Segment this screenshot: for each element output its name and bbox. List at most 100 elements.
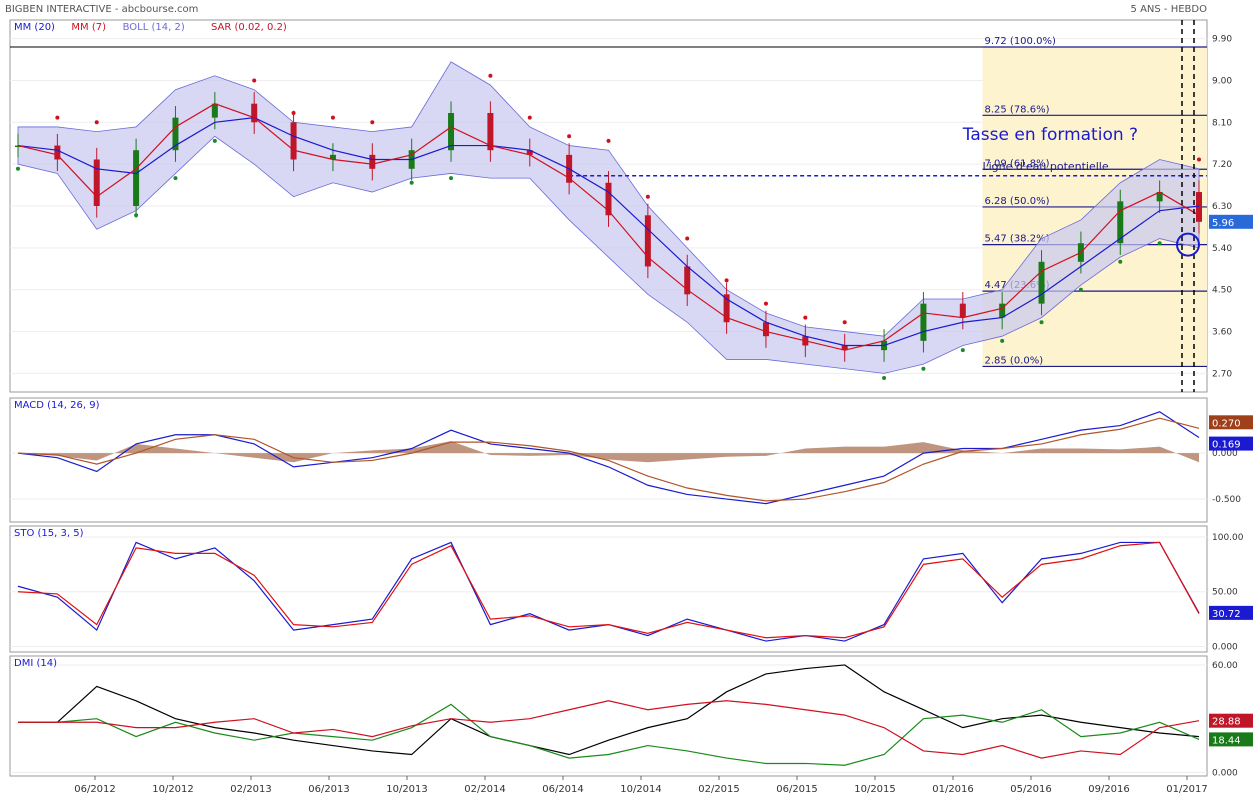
ma7-line: [17, 103, 1200, 351]
x-tick-label: 10/2014: [620, 784, 662, 795]
candle-body: [1196, 192, 1202, 222]
legend-entry: STO (15, 3, 5): [14, 528, 84, 539]
sar-dot: [842, 320, 847, 325]
sar-dot: [488, 73, 493, 78]
dmi-panel: 60.00 0.000 DMI (14) 28.88 18.44: [9, 655, 1253, 778]
x-tick-label: 02/2015: [698, 784, 740, 795]
macd-histogram: [18, 441, 1199, 463]
y-tick-label: 60.00: [1212, 661, 1238, 671]
x-tick-label: 10/2015: [854, 784, 896, 795]
sar-dot: [173, 176, 178, 181]
legend-entry: BOLL (14, 2): [123, 22, 185, 33]
fibonacci-label: 5.47 (38.2%): [984, 234, 1049, 245]
sar-dot: [567, 134, 572, 139]
candle-body: [959, 303, 966, 318]
x-tick-label: 01/2016: [932, 784, 974, 795]
y-tick-label: 0.000: [1212, 449, 1238, 459]
candle-body: [1117, 201, 1124, 244]
candle-body: [526, 150, 533, 155]
chart-title: BIGBEN INTERACTIVE - abcbourse.com: [5, 4, 198, 15]
sar-dot: [1078, 287, 1083, 292]
x-tick-label: 10/2012: [152, 784, 194, 795]
x-tick-label: 10/2013: [386, 784, 428, 795]
sar-dot: [252, 78, 257, 83]
candle-body: [369, 154, 376, 169]
last-price-label: 5.96: [1212, 218, 1234, 229]
y-tick-label: 6.30: [1212, 202, 1232, 212]
candle-body: [448, 113, 455, 151]
y-tick-label: 8.10: [1212, 118, 1232, 128]
sar-dot: [55, 115, 60, 120]
last-value-label: 18.44: [1212, 735, 1241, 746]
price-panel: 9.90 9.00 8.10 7.20 6.30 5.40 4.50 3.60 2.70 MM (…: [9, 19, 1253, 393]
sar-dot: [1197, 157, 1201, 162]
candle-body: [54, 145, 61, 160]
fibonacci-label: 8.25 (78.6%): [984, 104, 1049, 115]
candle-body: [251, 103, 258, 123]
fibonacci-label: 9.72 (100.0%): [984, 36, 1055, 47]
candle-body: [762, 322, 769, 337]
candle-body: [1156, 192, 1163, 202]
last-value-badge: [1209, 732, 1253, 747]
candle-body: [329, 154, 336, 160]
sar-dot: [94, 120, 99, 125]
sar-dot: [16, 166, 20, 171]
series-line--d: [17, 541, 1200, 639]
last-value-label: 28.88: [1212, 717, 1241, 728]
y-tick-label: 5.40: [1212, 244, 1232, 254]
y-tick-label: 2.70: [1212, 369, 1232, 379]
ma20-line: [17, 117, 1200, 347]
last-price-badge: [1209, 214, 1253, 229]
last-value-badge: [1209, 605, 1253, 620]
y-tick-label: 100.00: [1212, 533, 1244, 543]
x-tick-label: 06/2013: [308, 784, 350, 795]
sar-dot: [606, 138, 611, 143]
candle-body: [211, 103, 218, 118]
x-tick-label: 02/2013: [230, 784, 272, 795]
x-tick-label: 01/2017: [1166, 784, 1208, 795]
sar-dot: [685, 236, 690, 241]
sar-dot: [409, 180, 414, 185]
legend-entry: MM (7): [71, 22, 106, 33]
candle-body: [841, 345, 848, 351]
candle-body: [920, 303, 927, 341]
panel-frame: [9, 525, 1208, 653]
sar-dot: [527, 115, 532, 120]
sar-dot: [212, 138, 217, 143]
x-axis: 06/2012 10/2012 02/2013 06/2013 10/2013 02/20…: [74, 776, 1208, 795]
candle-body: [487, 113, 494, 151]
stochastic-panel: 100.00 50.00 0.000 STO (15, 3, 5) 30.72: [9, 525, 1253, 653]
legend-entry: MACD (14, 26, 9): [14, 400, 100, 411]
y-tick-label: 3.60: [1212, 328, 1232, 338]
candle-body: [172, 117, 179, 151]
legend-entry: SAR (0.02, 0.2): [211, 22, 287, 33]
x-tick-label: 06/2012: [74, 784, 116, 795]
sar-dot: [291, 111, 296, 115]
sar-dot: [330, 115, 335, 120]
sar-dot: [1039, 320, 1044, 325]
series-line-adx: [18, 664, 1200, 756]
water-line-label: Ligne d'eau potentielle: [982, 160, 1108, 173]
sar-dot: [449, 176, 454, 181]
series-line--di: [18, 703, 1200, 766]
fibonacci-label: 2.85 (0.0%): [984, 355, 1043, 366]
sar-dot: [370, 120, 375, 125]
y-tick-label: 9.90: [1212, 35, 1232, 45]
sar-dot: [1157, 241, 1162, 246]
candle-body: [133, 150, 140, 206]
x-tick-label: 06/2014: [542, 784, 584, 795]
candle-body: [644, 215, 651, 267]
candle-body: [290, 122, 297, 160]
sar-dot: [724, 278, 729, 283]
cup-annotation: Tasse en formation ?: [962, 125, 1138, 145]
sar-dot: [882, 376, 887, 381]
y-tick-label: 0.000: [1212, 643, 1238, 653]
sar-dot: [960, 348, 965, 353]
sar-dot: [1000, 338, 1005, 343]
target-marker: [1176, 232, 1200, 257]
sar-dot: [763, 301, 768, 306]
y-tick-label: 7.20: [1212, 160, 1232, 170]
panel-frame: [9, 655, 1208, 777]
macd-panel: 0.000 -0.500 MACD (14, 26, 9) 0.270 0.169: [9, 397, 1253, 523]
